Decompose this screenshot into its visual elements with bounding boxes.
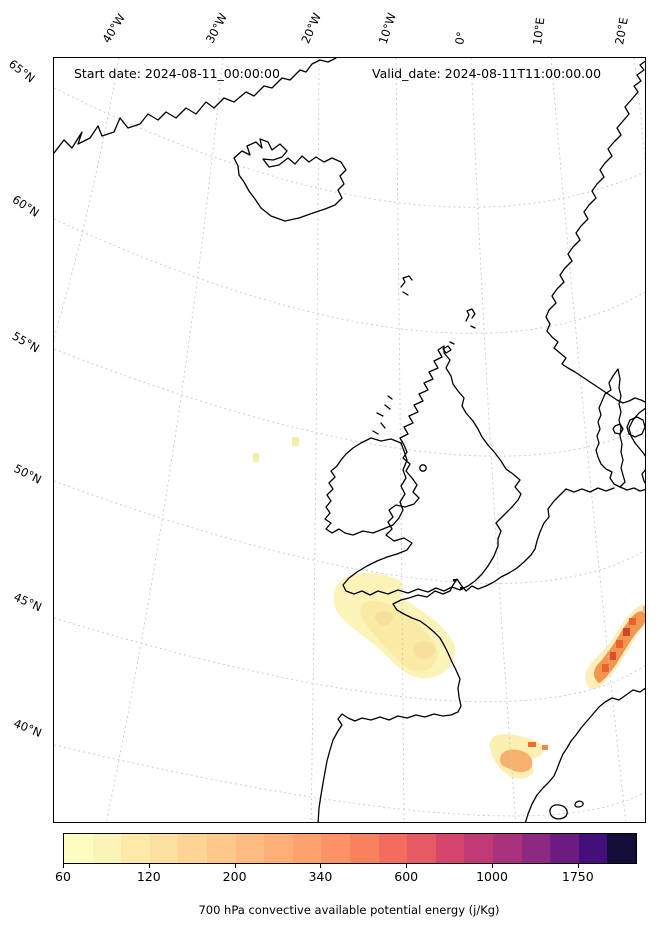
colorbar-tick-mark xyxy=(234,864,236,868)
colorbar-tick-label: 120 xyxy=(136,869,161,884)
colorbar-tick-mark xyxy=(320,864,322,868)
lat-tick-label: 55°N xyxy=(9,328,42,356)
coast-faroe xyxy=(400,275,413,296)
coast-greenland xyxy=(54,58,337,154)
coast-orkney xyxy=(442,341,455,354)
lat-tick-label: 60°N xyxy=(9,192,42,220)
coast-shetland xyxy=(465,308,476,329)
map-canvas xyxy=(54,58,645,822)
colorbar-segment xyxy=(407,834,436,863)
colorbar-tick-label: 600 xyxy=(394,869,419,884)
colorbar-segment xyxy=(178,834,207,863)
colorbar-segment xyxy=(578,834,608,863)
coast-continental-atlantic xyxy=(317,487,615,822)
coast-sweden xyxy=(628,407,645,484)
coast-norway xyxy=(545,60,645,404)
colorbar-segment xyxy=(264,834,293,863)
coast-hebrides xyxy=(372,395,393,435)
lon-tick-label: 30°W xyxy=(202,10,231,46)
colorbar-tick-label: 1000 xyxy=(476,869,508,884)
lon-tick-label: 20°E xyxy=(612,16,631,46)
cape-patch-spain-interior xyxy=(489,734,548,779)
colorbar-tick-label: 340 xyxy=(308,869,333,884)
start-date-label: Start date: 2024-08-11_00:00:00 xyxy=(74,66,280,81)
lat-tick-label: 45°N xyxy=(11,589,44,615)
colorbar-segment xyxy=(64,834,93,863)
colorbar-segment xyxy=(607,834,636,863)
colorbar-segment xyxy=(492,834,522,863)
coast-ireland xyxy=(324,437,408,536)
colorbar-tick-label: 200 xyxy=(222,869,247,884)
coast-channel-islands xyxy=(453,579,463,590)
valid-date-label: Valid_date: 2024-08-11T11:00:00.00 xyxy=(372,66,602,81)
colorbar-segment xyxy=(206,834,236,863)
colorbar-tick-mark xyxy=(492,864,493,868)
coast-balearics xyxy=(549,800,584,820)
lon-tick-label: 20°W xyxy=(298,10,325,46)
lon-tick-label: 10°W xyxy=(375,11,399,46)
coast-iceland xyxy=(233,138,347,222)
colorbar-tick-mark xyxy=(63,864,64,868)
lon-tick-label: 0° xyxy=(452,30,469,46)
colorbar xyxy=(63,833,637,864)
coast-baltic xyxy=(619,486,645,492)
colorbar-segment xyxy=(521,834,551,863)
colorbar-segment xyxy=(92,834,122,863)
coast-denmark-islands xyxy=(612,416,645,438)
cape-patch-mediterranean-streak xyxy=(585,603,645,690)
colorbar-segment xyxy=(464,834,493,863)
coast-denmark-jutland xyxy=(595,368,626,488)
coast-isle-of-man xyxy=(419,464,427,472)
lat-tick-label: 50°N xyxy=(11,461,44,487)
cape-patch-biscay xyxy=(333,572,456,679)
lon-tick-label: 10°E xyxy=(530,16,548,46)
coast-great-britain xyxy=(342,345,522,596)
colorbar-segment xyxy=(550,834,579,863)
colorbar-tick-mark xyxy=(406,864,408,868)
coast-mediterranean xyxy=(524,687,645,822)
colorbar-segment xyxy=(435,834,465,863)
map-frame: Start date: 2024-08-11_00:00:00 Valid_da… xyxy=(53,57,646,823)
colorbar-tick-label: 60 xyxy=(55,869,71,884)
colorbar-segment xyxy=(149,834,179,863)
colorbar-segment xyxy=(235,834,265,863)
colorbar-tick-mark xyxy=(148,864,150,868)
lat-tick-label: 40°N xyxy=(11,716,44,740)
lon-tick-label: 40°W xyxy=(99,11,128,46)
cape-patch-atlantic-specks xyxy=(253,437,299,462)
colorbar-caption: 700 hPa convective available potential e… xyxy=(198,903,500,917)
lat-tick-label: 65°N xyxy=(6,56,38,86)
colorbar-segment xyxy=(349,834,379,863)
colorbar-segment xyxy=(378,834,408,863)
graticule xyxy=(54,58,645,822)
colorbar-segment xyxy=(292,834,322,863)
colorbar-segment xyxy=(121,834,150,863)
colorbar-tick-mark xyxy=(577,864,579,868)
colorbar-segment xyxy=(321,834,350,863)
coastlines xyxy=(54,58,645,822)
colorbar-tick-label: 1750 xyxy=(561,869,594,884)
